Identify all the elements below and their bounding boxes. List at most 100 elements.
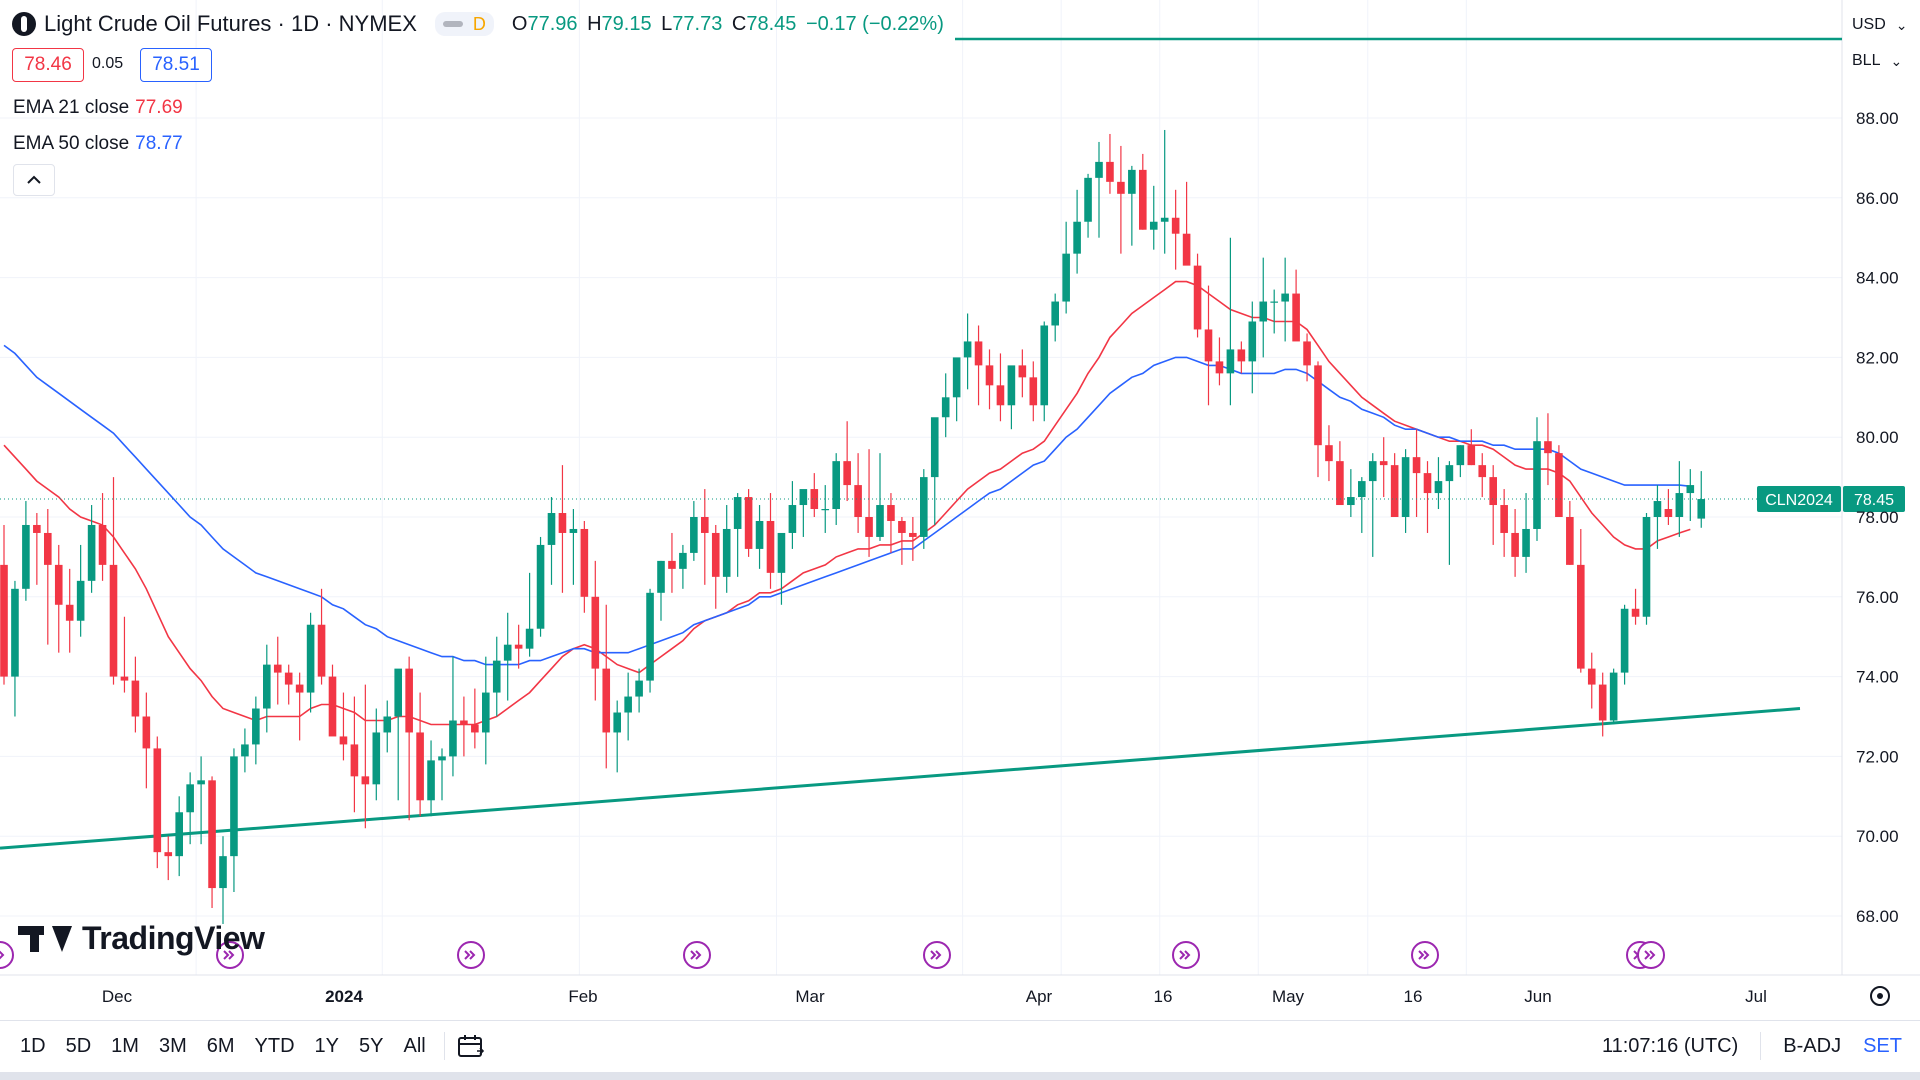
candle <box>657 560 665 621</box>
range-1y-button[interactable]: 1Y <box>314 1034 340 1057</box>
ema50-legend[interactable]: EMA 50 close 78.77 <box>13 133 183 155</box>
candle <box>1544 413 1552 486</box>
range-ytd-button[interactable]: YTD <box>254 1034 295 1057</box>
candle-body <box>1062 253 1070 302</box>
candle <box>1631 588 1640 625</box>
session-button[interactable]: SET <box>1863 1034 1902 1057</box>
candle <box>306 612 315 713</box>
candle-body <box>536 544 545 629</box>
candle-body <box>1325 445 1333 462</box>
candle-body <box>1620 608 1629 673</box>
event-marker-icon[interactable] <box>683 941 711 969</box>
candle <box>1412 429 1421 517</box>
candle <box>1051 293 1059 342</box>
candle <box>602 604 611 769</box>
price-tick-label: 74.00 <box>1856 668 1899 687</box>
event-marker-icon[interactable] <box>216 941 244 969</box>
collapse-legend-button[interactable] <box>13 164 55 196</box>
range-3m-button[interactable]: 3M <box>158 1034 187 1057</box>
candle <box>460 696 468 757</box>
event-marker-icon[interactable] <box>0 941 14 969</box>
candle <box>1171 189 1180 270</box>
candle <box>898 517 906 565</box>
gear-hub <box>1877 993 1883 999</box>
interval-badge[interactable]: D <box>434 12 494 36</box>
price-tick-label: 76.00 <box>1856 588 1899 607</box>
adjustment-button[interactable]: B-ADJ <box>1783 1034 1842 1057</box>
candle-body <box>963 341 972 358</box>
range-all-button[interactable]: All <box>403 1034 426 1057</box>
time-tick-label: 16 <box>1404 987 1423 1006</box>
candle-body <box>482 692 490 733</box>
candle-body <box>427 760 435 801</box>
candle <box>1117 145 1125 254</box>
event-marker-ring <box>457 941 485 969</box>
candle <box>755 505 764 569</box>
range-5d-button[interactable]: 5D <box>65 1034 92 1057</box>
unit-selector[interactable]: BLL ⌄ <box>1852 52 1903 69</box>
brand-text: TradingView <box>82 920 265 956</box>
range-1m-button[interactable]: 1M <box>111 1034 139 1057</box>
event-marker-icon[interactable] <box>1637 941 1665 969</box>
candle-body <box>744 497 753 549</box>
candle-body <box>471 724 479 733</box>
event-marker-icon[interactable] <box>1411 941 1439 969</box>
candle <box>799 489 808 537</box>
candle <box>175 796 183 877</box>
candle-body <box>547 513 556 545</box>
candle-body <box>996 385 1005 406</box>
candle <box>1664 489 1673 525</box>
gear-ring <box>1870 986 1890 1006</box>
range-6m-button[interactable]: 6M <box>206 1034 235 1057</box>
candle <box>679 544 687 589</box>
candle <box>1193 253 1202 338</box>
candle-body <box>930 417 939 478</box>
range-5y-button[interactable]: 5Y <box>359 1034 384 1057</box>
event-marker-icon[interactable] <box>457 941 485 969</box>
price-tick-label: 86.00 <box>1856 189 1899 208</box>
clock-readout[interactable]: 11:07:16 (UTC) <box>1601 1034 1739 1057</box>
sell-price-button[interactable]: 78.46 <box>12 48 84 82</box>
buy-price-button[interactable]: 78.51 <box>140 48 212 82</box>
calendar-icon[interactable] <box>457 1033 485 1059</box>
ohlc-readout: O77.96 H79.15 L77.73 C78.45 −0.17 (−0.22… <box>511 12 944 35</box>
candle-body <box>87 524 96 581</box>
candle-body <box>1587 668 1596 685</box>
candle <box>120 616 129 693</box>
ema50-value: 78.77 <box>135 133 183 154</box>
candle-body <box>273 664 282 673</box>
candle-body <box>755 520 764 549</box>
footer-strip <box>0 1072 1920 1080</box>
candle <box>635 668 643 713</box>
symbol-title[interactable]: Light Crude Oil Futures · 1D · NYMEX <box>44 11 417 36</box>
price-tick-label: 80.00 <box>1856 428 1899 447</box>
event-marker-icon[interactable] <box>923 941 951 969</box>
event-marker-icon[interactable] <box>1172 941 1200 969</box>
candle-body <box>1314 365 1322 446</box>
candle-body <box>876 505 884 537</box>
candle <box>44 509 52 645</box>
candle <box>372 708 381 801</box>
ema21-legend[interactable]: EMA 21 close 77.69 <box>13 97 183 119</box>
candle-body <box>350 744 359 777</box>
ema21-value: 77.69 <box>135 97 183 118</box>
candle-body <box>1522 528 1530 557</box>
candle-body <box>1401 457 1410 517</box>
range-1d-button[interactable]: 1D <box>20 1034 46 1057</box>
candle-body <box>1029 377 1038 406</box>
currency-selector[interactable]: USD ⌄ <box>1852 16 1908 33</box>
candle-body <box>909 532 917 537</box>
candle-body <box>1139 169 1147 230</box>
candle-body <box>1204 329 1213 362</box>
candle-body <box>1358 481 1366 498</box>
time-tick-label: Jun <box>1524 987 1551 1006</box>
candle-body <box>197 780 205 785</box>
candle <box>76 544 85 637</box>
candle-body <box>1270 301 1278 303</box>
candle-body <box>832 461 840 510</box>
candle <box>1642 513 1651 625</box>
candle <box>1292 269 1300 342</box>
candle <box>1686 469 1695 521</box>
candle <box>887 493 895 553</box>
